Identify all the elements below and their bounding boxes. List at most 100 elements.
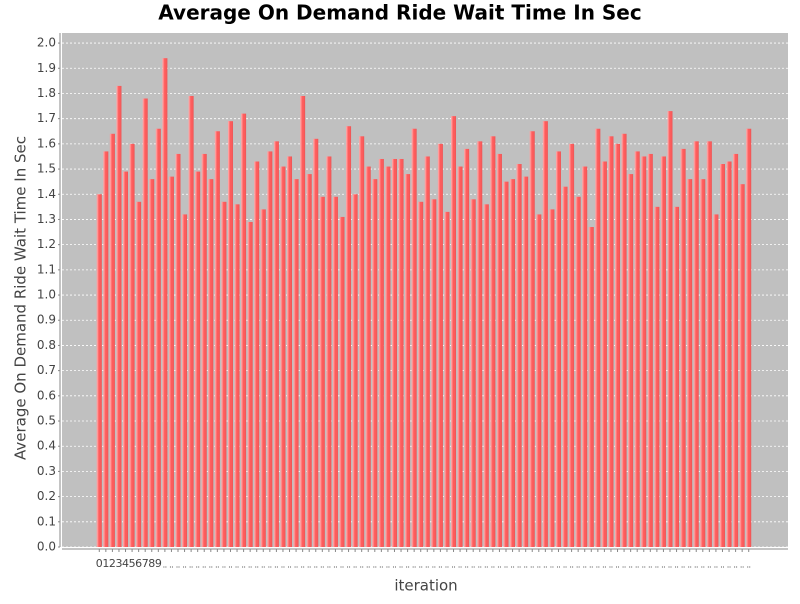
bar-shade bbox=[457, 166, 463, 547]
bar-shade bbox=[175, 153, 181, 548]
bar-shade bbox=[405, 174, 411, 548]
y-tick-label: 1.4 bbox=[37, 187, 56, 201]
bar-shade bbox=[241, 113, 247, 548]
bar-shade bbox=[510, 179, 516, 547]
bar-shade bbox=[182, 214, 188, 548]
y-tick-label: 0.0 bbox=[37, 540, 56, 554]
bar-shade bbox=[569, 143, 575, 548]
bar-shade bbox=[470, 199, 476, 547]
bar-shade bbox=[687, 179, 693, 547]
y-tick-label: 0.2 bbox=[37, 489, 56, 503]
bar-shade bbox=[726, 161, 732, 547]
x-tick-label: 6 bbox=[135, 557, 142, 570]
x-tick-label: 5 bbox=[129, 557, 136, 570]
bar-shade bbox=[109, 133, 115, 548]
y-tick-label: 1.3 bbox=[37, 212, 56, 226]
bar-shade bbox=[490, 136, 496, 547]
bar-shade bbox=[713, 214, 719, 548]
bar-shade bbox=[746, 128, 752, 547]
y-axis-label: Average On Demand Ride Wait Time In Sec bbox=[12, 136, 30, 460]
bar-shade bbox=[660, 156, 666, 547]
bar-shade bbox=[136, 201, 142, 547]
bar-shade bbox=[451, 116, 457, 547]
bar-shade bbox=[641, 156, 647, 547]
x-tick-label: 1 bbox=[102, 557, 109, 570]
y-tick-label: 0.5 bbox=[37, 414, 56, 428]
bar-shade bbox=[542, 121, 548, 547]
bar-shade bbox=[247, 221, 253, 547]
bar-shade bbox=[483, 204, 489, 548]
x-tick-label: 9 bbox=[155, 557, 162, 570]
bar-shade bbox=[168, 176, 174, 547]
bar-shade bbox=[346, 126, 352, 547]
bar-shade bbox=[575, 196, 581, 547]
bar-shade bbox=[431, 199, 437, 547]
bar-shade bbox=[555, 151, 561, 547]
bar-shade bbox=[273, 141, 279, 547]
y-tick-label: 0.6 bbox=[37, 388, 56, 402]
bar-shade bbox=[155, 128, 161, 547]
bar-shade bbox=[503, 181, 509, 547]
y-tick-label: 0.3 bbox=[37, 464, 56, 478]
y-tick-label: 1.9 bbox=[37, 61, 56, 75]
bar-shade bbox=[424, 156, 430, 547]
bar-shade bbox=[582, 166, 588, 547]
bar-shade bbox=[326, 156, 332, 547]
bar-shade bbox=[116, 85, 122, 547]
bar-shade bbox=[621, 133, 627, 548]
bar-shade bbox=[411, 128, 417, 547]
bar-shade bbox=[103, 151, 109, 547]
bar-shade bbox=[123, 171, 129, 547]
y-tick-label: 1.8 bbox=[37, 86, 56, 100]
bar-shade bbox=[352, 194, 358, 548]
bar-shade bbox=[496, 153, 502, 548]
bar-shade bbox=[536, 214, 542, 548]
bar-shade bbox=[221, 201, 227, 547]
bar-shade bbox=[195, 171, 201, 547]
bar-shade bbox=[516, 164, 522, 548]
bar-shade bbox=[293, 179, 299, 547]
x-tick-label: 4 bbox=[122, 557, 129, 570]
bar-shade bbox=[634, 151, 640, 547]
y-tick-label: 1.2 bbox=[37, 237, 56, 251]
bar-shade bbox=[188, 95, 194, 547]
y-tick-label: 0.1 bbox=[37, 514, 56, 528]
x-tick-label: 0 bbox=[96, 557, 103, 570]
bar-shade bbox=[615, 143, 621, 548]
bar-shade bbox=[437, 143, 443, 548]
bar-shade bbox=[227, 121, 233, 547]
bar-shade bbox=[647, 153, 653, 548]
bar-shade bbox=[359, 136, 365, 547]
bar-shade bbox=[549, 209, 555, 547]
x-tick-label: 3 bbox=[115, 557, 122, 570]
bar-shade bbox=[595, 128, 601, 547]
bar-shade bbox=[319, 196, 325, 547]
bar-shade bbox=[608, 136, 614, 547]
y-tick-label: 1.1 bbox=[37, 262, 56, 276]
bar-shade bbox=[398, 158, 404, 547]
bar-shade bbox=[378, 158, 384, 547]
y-tick-label: 2.0 bbox=[37, 36, 56, 50]
bar-shade bbox=[339, 216, 345, 547]
bar-shade bbox=[628, 174, 634, 548]
bar-shade bbox=[162, 58, 168, 548]
chart-title: Average On Demand Ride Wait Time In Sec bbox=[158, 1, 641, 25]
bar-shade bbox=[208, 179, 214, 547]
bar-shade bbox=[464, 148, 470, 547]
bar-shade bbox=[523, 176, 529, 547]
bar-shade bbox=[96, 194, 102, 548]
bar-shade bbox=[418, 201, 424, 547]
bar-shade bbox=[129, 143, 135, 548]
bar-shade bbox=[280, 166, 286, 547]
bar-shade bbox=[372, 179, 378, 547]
bar-shade bbox=[365, 166, 371, 547]
bar-shade bbox=[287, 156, 293, 547]
bar-shade bbox=[385, 166, 391, 547]
bar-shade bbox=[306, 174, 312, 548]
bar-shade bbox=[706, 141, 712, 547]
bar-shade bbox=[254, 161, 260, 547]
bar-shade bbox=[529, 131, 535, 547]
x-tick-label: 7 bbox=[142, 557, 149, 570]
bar-shade bbox=[667, 111, 673, 547]
